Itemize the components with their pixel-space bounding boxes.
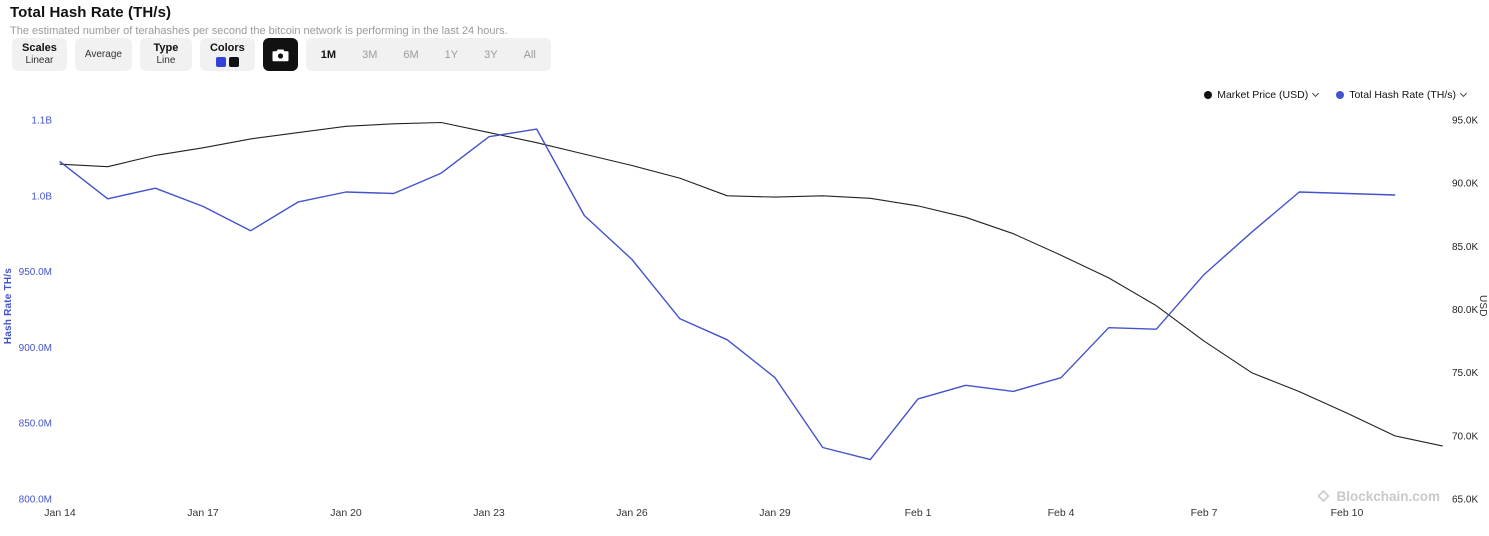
range-3y[interactable]: 3Y bbox=[471, 38, 510, 71]
range-all[interactable]: All bbox=[511, 38, 549, 71]
x-axis-tick-label: Jan 14 bbox=[44, 507, 76, 519]
range-1y[interactable]: 1Y bbox=[432, 38, 471, 71]
legend-market-price[interactable]: Market Price (USD) bbox=[1204, 89, 1320, 101]
watermark-text: Blockchain.com bbox=[1336, 489, 1440, 504]
left-axis-tick-label: 1.0B bbox=[31, 191, 52, 202]
page-subtitle: The estimated number of terahashes per s… bbox=[10, 25, 508, 37]
blockchain-logo-icon bbox=[1317, 489, 1331, 503]
left-axis-tick-label: 850.0M bbox=[19, 419, 52, 430]
screenshot-button[interactable] bbox=[262, 38, 298, 71]
page-title: Total Hash Rate (TH/s) bbox=[10, 4, 172, 21]
scales-label: Scales bbox=[22, 42, 57, 54]
black-color-swatch[interactable] bbox=[228, 57, 239, 67]
right-axis-tick-label: 95.0K bbox=[1452, 116, 1478, 127]
average-label: Average bbox=[84, 48, 122, 60]
x-axis-tick-label: Jan 17 bbox=[187, 507, 219, 519]
type-button[interactable]: Type Line bbox=[139, 38, 192, 71]
colors-button[interactable]: Colors bbox=[199, 38, 255, 71]
left-axis-tick-label: 900.0M bbox=[19, 343, 52, 354]
watermark: Blockchain.com bbox=[1316, 489, 1440, 504]
scales-button[interactable]: Scales Linear bbox=[12, 38, 67, 71]
range-3m[interactable]: 3M bbox=[349, 38, 390, 71]
left-axis-tick-label: 800.0M bbox=[19, 495, 52, 506]
blue-color-swatch[interactable] bbox=[215, 57, 226, 67]
x-axis-tick-label: Feb 7 bbox=[1191, 507, 1218, 519]
colors-label: Colors bbox=[209, 42, 245, 54]
legend-market-price-label: Market Price (USD) bbox=[1217, 89, 1309, 101]
market-price-dot-icon bbox=[1204, 91, 1213, 99]
legend-hash-rate[interactable]: Total Hash Rate (TH/s) bbox=[1336, 89, 1468, 101]
type-label: Type bbox=[153, 42, 179, 54]
scales-value: Linear bbox=[25, 55, 54, 66]
x-axis-tick-label: Jan 26 bbox=[616, 507, 648, 519]
chart-toolbar: Scales Linear Average Type Line Colors 1… bbox=[12, 38, 551, 71]
line-total-hash-rate-th-s bbox=[59, 128, 1396, 461]
right-axis-tick-label: 70.0K bbox=[1452, 431, 1478, 442]
chart-legend: Market Price (USD) Total Hash Rate (TH/s… bbox=[1204, 89, 1468, 101]
x-axis-tick-label: Feb 10 bbox=[1331, 507, 1364, 519]
legend-hash-rate-label: Total Hash Rate (TH/s) bbox=[1349, 89, 1456, 101]
x-axis-tick-label: Jan 29 bbox=[759, 507, 791, 519]
average-button[interactable]: Average bbox=[74, 38, 132, 71]
camera-icon bbox=[272, 49, 289, 61]
right-axis-tick-label: 75.0K bbox=[1452, 368, 1478, 379]
right-axis-tick-label: 85.0K bbox=[1452, 242, 1478, 253]
left-axis-tick-label: 950.0M bbox=[19, 267, 52, 278]
type-value: Line bbox=[156, 55, 176, 66]
x-axis-tick-label: Jan 20 bbox=[330, 507, 362, 519]
x-axis-tick-label: Jan 23 bbox=[473, 507, 505, 519]
chart-header: Total Hash Rate (TH/s) The estimated num… bbox=[10, 4, 508, 37]
left-axis-tick-label: 1.1B bbox=[31, 116, 52, 127]
line-market-price-usd bbox=[59, 121, 1443, 447]
right-axis-tick-label: 80.0K bbox=[1452, 305, 1478, 316]
x-axis-tick-label: Feb 1 bbox=[905, 507, 932, 519]
range-1m[interactable]: 1M bbox=[308, 38, 349, 71]
hash-rate-dot-icon bbox=[1336, 91, 1345, 99]
right-axis-title: USD bbox=[1477, 295, 1488, 317]
range-6m[interactable]: 6M bbox=[390, 38, 431, 71]
time-range-group: 1M 3M 6M 1Y 3Y All bbox=[305, 38, 551, 71]
right-axis-tick-label: 65.0K bbox=[1452, 495, 1478, 506]
x-axis-tick-label: Feb 4 bbox=[1048, 507, 1075, 519]
right-axis-tick-label: 90.0K bbox=[1452, 179, 1478, 190]
